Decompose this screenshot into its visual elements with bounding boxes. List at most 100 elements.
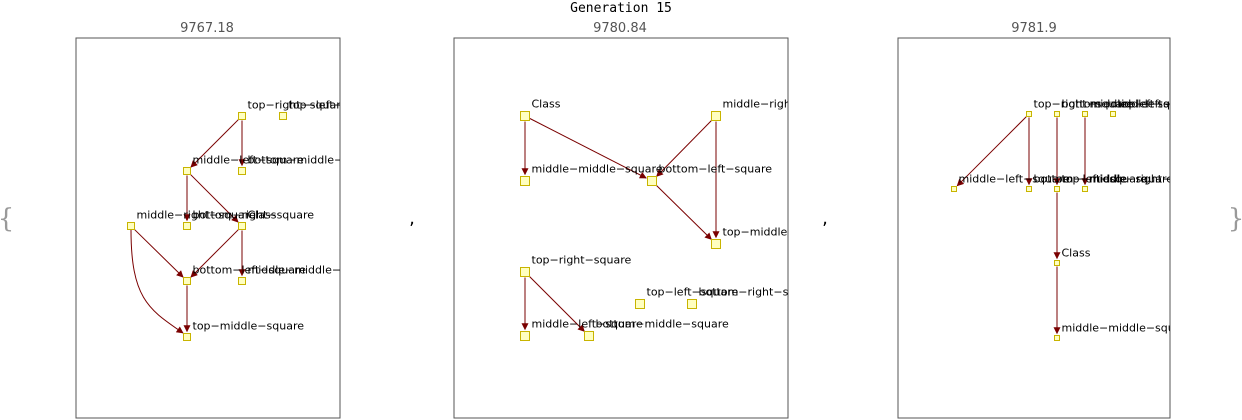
edge-a5-a8 bbox=[133, 228, 184, 278]
edge-a1-a4 bbox=[190, 118, 240, 168]
generation-title: Generation 15 bbox=[570, 1, 672, 16]
edge-b4-b5 bbox=[655, 184, 712, 240]
node-box bbox=[1110, 111, 1116, 117]
node-box bbox=[1082, 111, 1088, 117]
node-label: top−right−square bbox=[1034, 98, 1134, 111]
node-bottom-right-square: bottom−right−square bbox=[687, 286, 821, 309]
node-box bbox=[238, 112, 246, 120]
node-label: top−left−square bbox=[1118, 98, 1210, 111]
node-box bbox=[238, 277, 246, 285]
node-label: Class bbox=[1062, 247, 1091, 260]
edge-a5-a10 bbox=[130, 229, 184, 334]
node-box bbox=[647, 176, 657, 186]
graph-panel-2: 9780.84 Class middle−right−square middle−mi… bbox=[453, 21, 843, 419]
node-class: Class bbox=[1054, 247, 1091, 266]
panel-frame bbox=[897, 37, 1171, 419]
node-label: bottom−right−square bbox=[699, 286, 821, 299]
node-box bbox=[183, 277, 191, 285]
node-label: top−right−square bbox=[532, 254, 632, 267]
panel-frame bbox=[453, 37, 789, 419]
node-box bbox=[1054, 111, 1060, 117]
node-label: middle−right−square bbox=[1090, 173, 1210, 186]
node-box bbox=[711, 239, 721, 249]
open-brace: { bbox=[0, 204, 14, 234]
node-box bbox=[520, 176, 530, 186]
node-middle-right-square: middle−right−square bbox=[1082, 173, 1210, 192]
node-box bbox=[1026, 186, 1032, 192]
node-class: Class bbox=[520, 98, 561, 121]
node-box bbox=[183, 222, 191, 230]
node-label: middle−left−square bbox=[959, 173, 1071, 186]
node-top-middle-square: top−middle−square bbox=[183, 320, 305, 341]
node-box bbox=[520, 267, 530, 277]
graph-panels: 9767.18top−right−squaretop−left−sbottom−… bbox=[75, 21, 1210, 419]
node-box bbox=[635, 299, 645, 309]
node-box bbox=[238, 167, 246, 175]
node-label: middle−left−square bbox=[1090, 98, 1202, 111]
node-top-right-square: top−right−square bbox=[1026, 98, 1134, 117]
node-label: bottom−left−square bbox=[1034, 173, 1148, 186]
node-bottom-left-square: bottom−left−square bbox=[1026, 173, 1148, 192]
node-label: top−left−square bbox=[647, 286, 739, 299]
panel-score: 9781.9 bbox=[1011, 21, 1057, 36]
edge-a7-a8 bbox=[190, 228, 240, 278]
node-top-right-square: top−right−square bbox=[238, 99, 348, 120]
node-top-middle-square: top−middle−square bbox=[711, 226, 788, 249]
node-label: middle−left−square bbox=[532, 318, 644, 331]
node-middle-middle-square: middle−middle−square bbox=[520, 163, 663, 186]
node-top-left-square: top−left−square bbox=[1110, 98, 1210, 117]
node-box bbox=[1054, 186, 1060, 192]
node-middle-right-square: middle−right−square bbox=[711, 98, 843, 121]
panel-score: 9780.84 bbox=[593, 21, 647, 36]
separator-comma-1: , bbox=[409, 208, 415, 229]
panel-graph: Class middle−right−square middle−middle−sq… bbox=[520, 98, 843, 341]
node-box bbox=[951, 186, 957, 192]
separator-comma-2: , bbox=[822, 208, 828, 229]
node-middle-right-square: middle−right−square bbox=[127, 209, 256, 230]
node-bottom-left-square: bottom−left−square bbox=[183, 264, 307, 285]
node-box bbox=[183, 167, 191, 175]
node-top-right-square: top−right−square bbox=[520, 254, 632, 277]
edge-b2-b4 bbox=[656, 119, 713, 177]
node-label: middle−left−square bbox=[193, 154, 305, 167]
node-box bbox=[520, 111, 530, 121]
node-label: bottom−middle−square bbox=[1062, 98, 1195, 111]
node-box bbox=[279, 112, 287, 120]
node-label: top−left−s bbox=[289, 99, 349, 112]
node-label: bottom−middle−square bbox=[248, 154, 381, 167]
node-middle-left-square: middle−left−square bbox=[1082, 98, 1202, 117]
node-middle-middle-squa: middle−middle−squa bbox=[238, 264, 368, 285]
node-box bbox=[584, 331, 594, 341]
close-brace: } bbox=[1228, 204, 1242, 234]
node-bottom-right-square: bottom−right−square bbox=[183, 209, 314, 230]
node-class: Class bbox=[238, 209, 277, 230]
graph-panel-3: 9781.9 top−right−squarebottom−middle−squa… bbox=[897, 21, 1210, 419]
panel-frame bbox=[75, 37, 341, 419]
node-label: top−middle−square bbox=[193, 320, 305, 333]
node-top-left-square: top−left−square bbox=[635, 286, 739, 309]
node-label: top−right−square bbox=[248, 99, 348, 112]
node-middle-left-square: middle−left−square bbox=[951, 173, 1071, 192]
node-bottom-middle-square: bottom−middle−square bbox=[1054, 98, 1195, 117]
edge-b6-b10 bbox=[528, 275, 585, 332]
node-label: Class bbox=[248, 209, 277, 222]
edge-b1-b4 bbox=[529, 118, 647, 179]
node-label: middle−middle−square bbox=[532, 163, 663, 176]
node-label: middle−middle−squa bbox=[248, 264, 368, 277]
node-box bbox=[687, 299, 697, 309]
node-box bbox=[127, 222, 135, 230]
node-top-middle-square: top−middle−square bbox=[1054, 173, 1170, 192]
node-top-left-s: top−left−s bbox=[279, 99, 349, 120]
node-label: bottom−left−square bbox=[193, 264, 307, 277]
node-box bbox=[238, 222, 246, 230]
node-middle-middle-square: middle−middle−square bbox=[1054, 322, 1193, 341]
panel-graph: top−right−squarebottom−middle−squaremidd… bbox=[951, 98, 1210, 341]
node-label: middle−middle−square bbox=[1062, 322, 1193, 335]
node-label: middle−right−square bbox=[723, 98, 843, 111]
node-middle-left-square: middle−left−square bbox=[520, 318, 644, 341]
node-middle-left-square: middle−left−square bbox=[183, 154, 305, 175]
panel-score: 9767.18 bbox=[180, 21, 234, 36]
